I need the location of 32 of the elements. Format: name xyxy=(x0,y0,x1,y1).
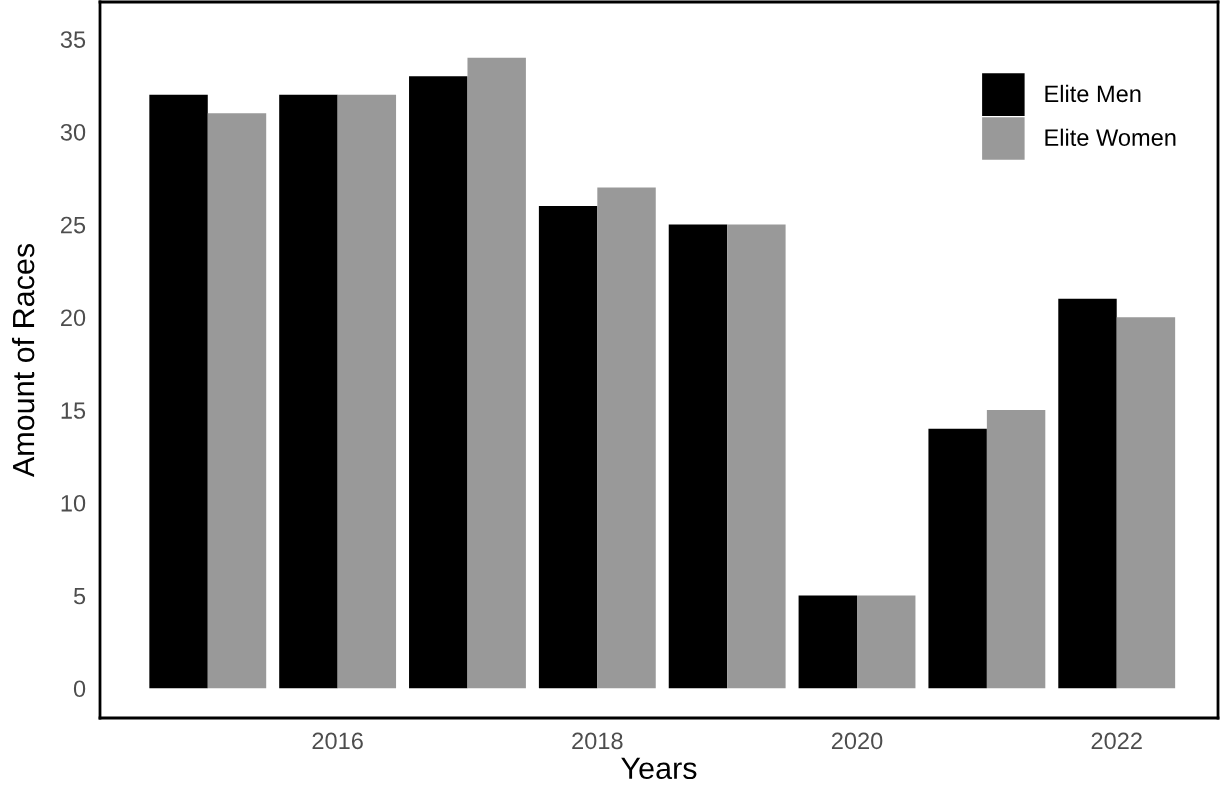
y-tick-label: 20 xyxy=(61,309,86,327)
bar xyxy=(207,113,267,689)
bar xyxy=(727,224,786,689)
x-axis-title: Years xyxy=(621,757,697,780)
x-tick-label: 2022 xyxy=(1091,732,1142,750)
bar xyxy=(798,595,858,689)
y-tick-label: 30 xyxy=(60,123,86,141)
x-tick-label: 2020 xyxy=(831,732,883,750)
bar xyxy=(467,57,526,689)
y-axis-title: Amount of Races xyxy=(11,243,35,478)
x-tick-label: 2016 xyxy=(312,732,363,750)
legend-label: Elite Men xyxy=(1045,84,1141,103)
y-tick-label: 5 xyxy=(73,587,86,605)
bar xyxy=(857,595,916,689)
y-tick-label: 15 xyxy=(61,402,86,419)
bar xyxy=(668,224,728,689)
bar xyxy=(279,94,338,689)
legend-label: Elite Women xyxy=(1045,128,1176,146)
y-tick-label: 25 xyxy=(61,216,86,234)
bar xyxy=(337,94,397,689)
bar xyxy=(928,428,987,689)
y-tick-label: 10 xyxy=(61,494,86,512)
bar xyxy=(409,76,468,689)
bar xyxy=(597,187,656,689)
y-tick-label: 35 xyxy=(60,31,86,48)
bar xyxy=(1058,298,1117,689)
bar xyxy=(1116,317,1176,689)
y-tick-label: 0 xyxy=(73,680,86,698)
bar xyxy=(986,410,1046,689)
bar xyxy=(538,206,598,689)
x-tick-label: 2018 xyxy=(572,732,623,750)
bar xyxy=(149,94,208,689)
